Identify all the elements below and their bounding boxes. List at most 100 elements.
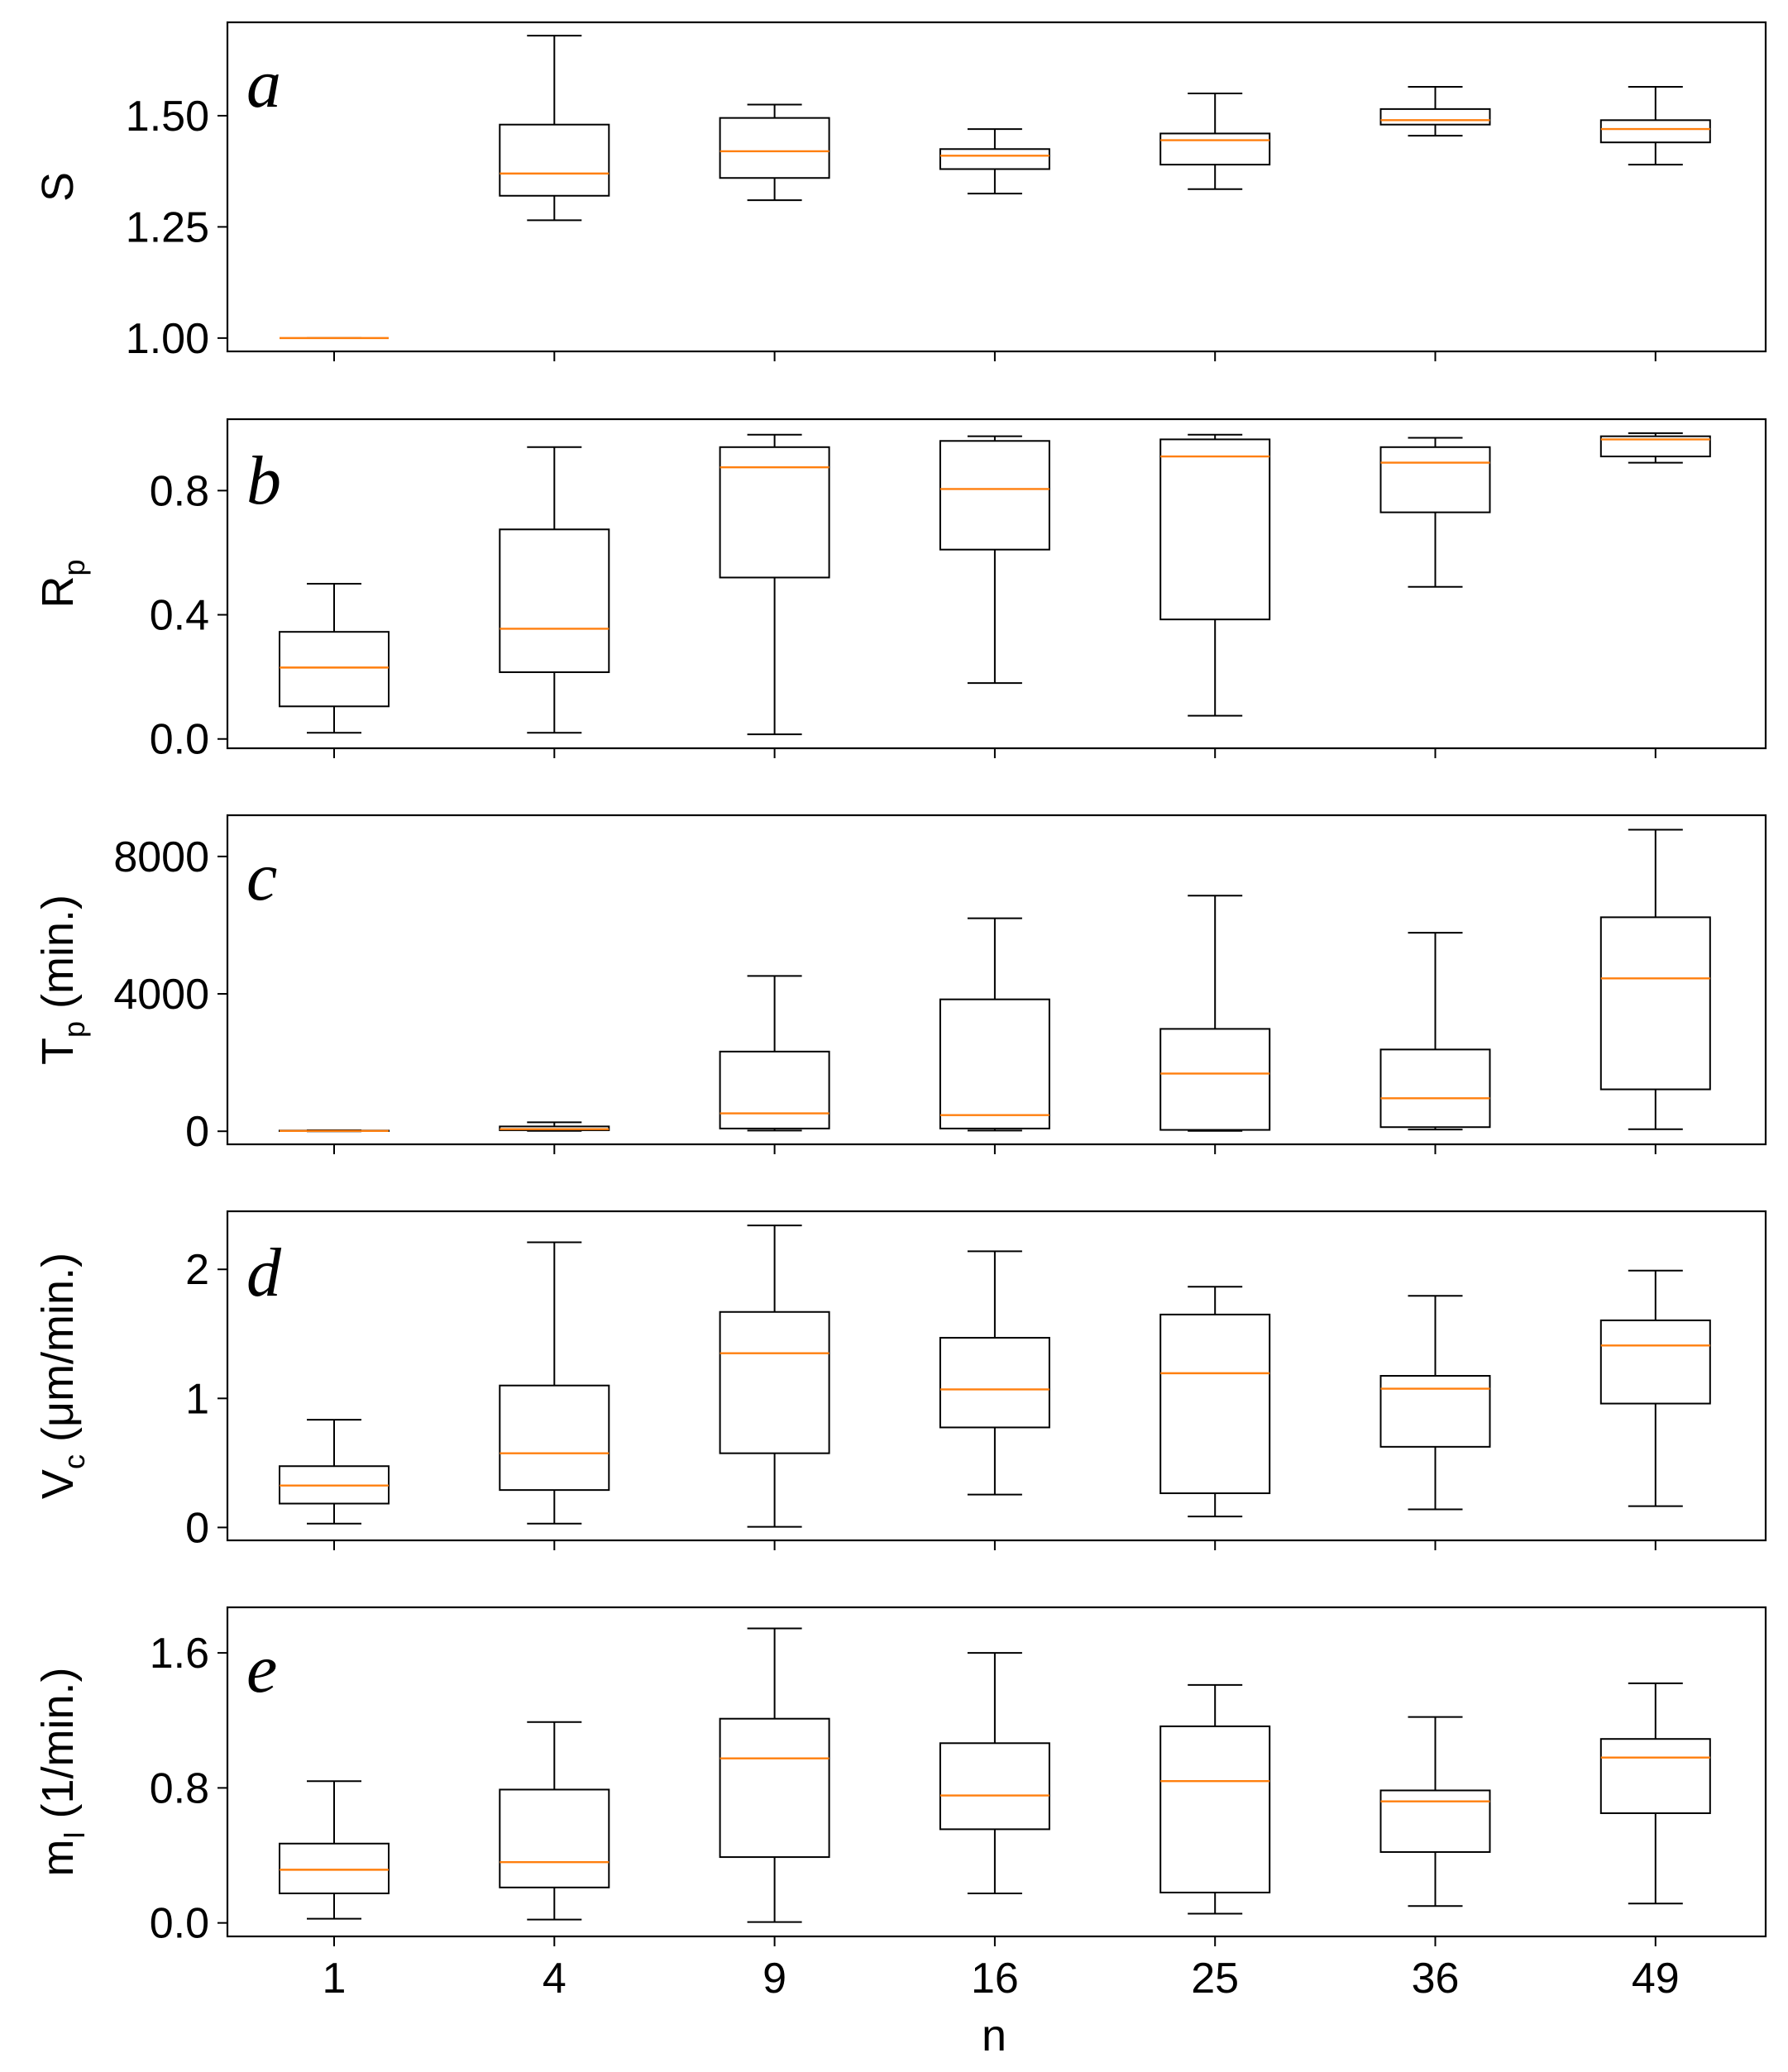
iqr-box (499, 528, 610, 674)
box-9 (719, 975, 830, 1132)
panel-letter: d (246, 1234, 282, 1311)
x-axis-label: n (982, 2011, 1006, 2060)
box-36 (1379, 85, 1491, 137)
y-tick-label: 4000 (113, 971, 209, 1019)
iqr-box (1159, 132, 1271, 166)
box-25 (1159, 1286, 1271, 1518)
box-4 (499, 35, 610, 222)
iqr-box (1379, 446, 1491, 513)
y-tick-label: 2 (185, 1246, 209, 1294)
axes-frame (226, 418, 1767, 750)
iqr-box (1599, 1738, 1711, 1815)
box-36 (1379, 437, 1491, 588)
y-tick-label: 1.00 (126, 315, 209, 363)
iqr-box (1159, 1313, 1271, 1495)
iqr-box (719, 1311, 830, 1454)
box-9 (719, 103, 830, 202)
y-tick-label: 0.0 (150, 1900, 209, 1948)
iqr-box (1599, 435, 1711, 458)
iqr-box (939, 1742, 1050, 1831)
y-tick-label: 0 (185, 1504, 209, 1552)
box-25 (1159, 895, 1271, 1132)
iqr-box (719, 117, 830, 179)
box-4 (499, 1241, 610, 1525)
x-tick-label: 36 (1412, 1955, 1460, 2003)
iqr-box (499, 1788, 610, 1888)
panels-layer: 1.00 1.25 1.50 a S 0.0 0.4 0.8 b Rp 0 4000 8000 c Tp (… (33, 21, 1767, 2003)
box-4 (499, 1121, 610, 1132)
box-25 (1159, 1683, 1271, 1915)
box-9 (719, 1627, 830, 1923)
axes-frame (226, 21, 1767, 353)
iqr-box (939, 998, 1050, 1129)
x-tick-label: 16 (971, 1955, 1019, 2003)
box-16 (939, 1250, 1050, 1496)
y-axis-label: S (33, 172, 83, 202)
iqr-box (1599, 1319, 1711, 1405)
y-tick-label: 1.25 (126, 203, 209, 251)
box-16 (939, 917, 1050, 1132)
iqr-box (1379, 107, 1491, 126)
box-49 (1599, 828, 1711, 1130)
iqr-box (1379, 1789, 1491, 1853)
x-tick-label: 49 (1632, 1955, 1680, 2003)
x-tick-label: 25 (1191, 1955, 1239, 2003)
box-9 (719, 1225, 830, 1528)
axes-frame (226, 1606, 1767, 1938)
box-16 (939, 128, 1050, 195)
iqr-box (719, 1717, 830, 1859)
box-49 (1599, 85, 1711, 166)
box-1 (279, 1129, 390, 1133)
box-36 (1379, 1716, 1491, 1907)
panel-a: 1.00 1.25 1.50 a S (33, 21, 1767, 363)
iqr-box (939, 440, 1050, 551)
box-1 (279, 583, 390, 734)
box-1 (279, 1780, 390, 1920)
y-tick-label: 8000 (113, 833, 209, 881)
iqr-box (939, 148, 1050, 170)
y-tick-label: 0.4 (150, 592, 209, 640)
box-25 (1159, 93, 1271, 190)
iqr-box (1379, 1048, 1491, 1129)
y-tick-label: 1.6 (150, 1630, 209, 1678)
box-49 (1599, 1269, 1711, 1507)
iqr-box (499, 123, 610, 197)
box-4 (499, 1721, 610, 1921)
box-36 (1379, 1295, 1491, 1511)
axes-frame (226, 814, 1767, 1146)
iqr-box (1159, 438, 1271, 621)
y-tick-label: 1 (185, 1375, 209, 1423)
box-1 (279, 1419, 390, 1525)
y-tick-label: 0.0 (150, 716, 209, 764)
panel-b: 0.0 0.4 0.8 b Rp (33, 418, 1767, 764)
box-49 (1599, 432, 1711, 464)
iqr-box (1599, 119, 1711, 144)
iqr-box (1159, 1028, 1271, 1131)
iqr-box (499, 1384, 610, 1492)
x-tick-label: 1 (323, 1955, 347, 2003)
y-axis-label: Vc (μm/min.) (33, 1253, 91, 1499)
panel-letter: b (246, 442, 281, 519)
panel-c: 0 4000 8000 c Tp (min.) (33, 814, 1767, 1156)
y-tick-label: 0.8 (150, 1764, 209, 1812)
y-axis-label: mI (1/min.) (33, 1667, 91, 1876)
x-tick-label: 9 (763, 1955, 786, 2003)
iqr-box (279, 1842, 390, 1894)
y-axis-label: Rp (33, 559, 91, 608)
y-tick-label: 0 (185, 1108, 209, 1156)
box-9 (719, 433, 830, 736)
y-tick-label: 1.50 (126, 93, 209, 141)
y-tick-label: 0.8 (150, 467, 209, 515)
iqr-box (1599, 916, 1711, 1091)
x-tick-label: 4 (543, 1955, 567, 2003)
iqr-box (719, 1050, 830, 1129)
panel-letter: c (246, 838, 277, 915)
iqr-box (1379, 1375, 1491, 1448)
box-36 (1379, 932, 1491, 1131)
panel-letter: e (246, 1630, 277, 1707)
y-axis-label: Tp (min.) (33, 895, 91, 1065)
iqr-box (279, 631, 390, 708)
iqr-box (939, 1336, 1050, 1429)
